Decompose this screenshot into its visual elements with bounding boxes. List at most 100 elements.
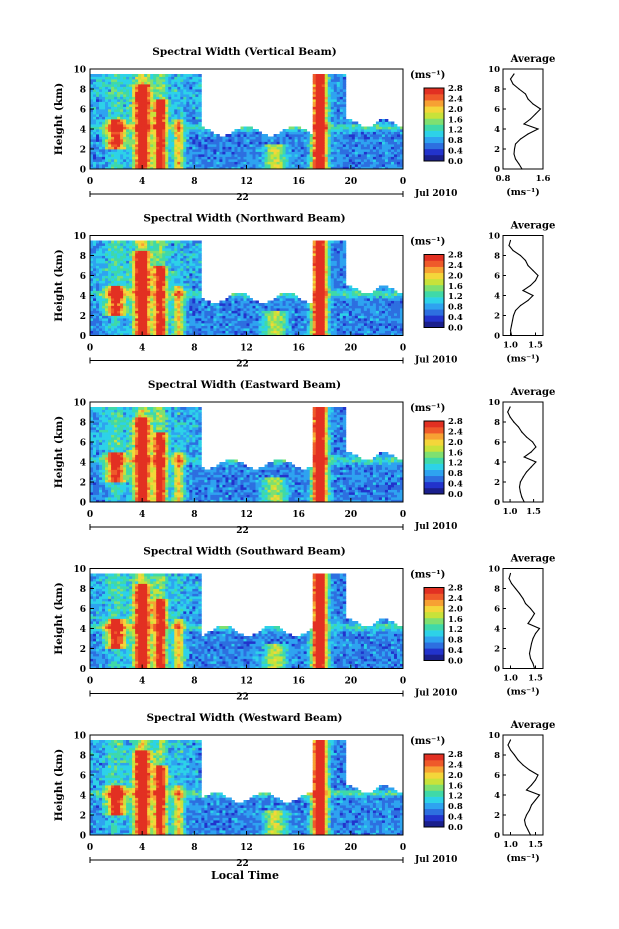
heatmap-cell [144,79,148,82]
heatmap-cell [378,134,383,137]
heatmap-cell [108,109,112,112]
heatmap-cell [216,146,220,150]
heatmap-cell [300,310,305,314]
heatmap-cell [327,101,332,105]
heatmap-cell [153,250,157,254]
heatmap-cell [246,129,250,132]
heatmap-cell [108,106,112,110]
heatmap-cell [312,323,317,326]
heatmap-cell [312,141,317,145]
heatmap-cell [186,129,190,132]
heatmap-cell [252,139,256,142]
heatmap-cell [279,146,284,150]
heatmap-cell [339,106,344,110]
heatmap-cell [96,74,100,77]
heatmap-cell [210,166,214,170]
heatmap-cell [168,325,172,329]
heatmap-cell [180,121,184,125]
heatmap-cell [180,119,184,122]
heatmap-cell [276,149,281,152]
heatmap-cell [393,154,398,157]
heatmap-cell [90,99,94,102]
heatmap-cell [156,243,160,246]
heatmap-cell [339,166,344,170]
heatmap-cell [174,104,178,107]
heatmap-cell [171,318,175,321]
heatmap-cell [177,243,181,246]
heatmap-cell [237,300,241,304]
heatmap-cell [288,333,293,336]
heatmap-cell [120,134,124,137]
heatmap-cell [162,280,166,284]
heatmap-cell [342,94,347,97]
heatmap-cell [132,159,136,162]
heatmap-cell [231,156,235,160]
heatmap-cell [147,149,151,152]
heatmap-cell [174,144,178,147]
heatmap-cell [240,129,244,132]
heatmap-cell [192,325,196,329]
heatmap-cell [363,136,368,140]
heatmap-cell [123,84,127,87]
heatmap-cell [240,325,244,329]
heatmap-cell [105,149,109,152]
heatmap-cell [330,74,335,77]
heatmap-cell [192,298,196,301]
heatmap-cell [213,328,217,331]
heatmap-cell [111,111,115,115]
heatmap-cell [228,159,232,162]
heatmap-cell [150,74,154,77]
heatmap-cell [348,146,353,150]
heatmap-cell [270,149,274,152]
heatmap-cell [234,325,238,329]
heatmap-cell [90,146,94,150]
heatmap-cell [96,106,100,110]
heatmap-cell [180,94,184,97]
heatmap-cell [336,119,341,122]
heatmap-cell [90,333,94,336]
heatmap-cell [279,295,284,299]
heatmap-cell [306,144,311,147]
heatmap-cell [219,323,223,326]
heatmap-cell [336,86,341,90]
heatmap-cell [102,76,106,80]
heatmap-cell [228,315,232,319]
heatmap-cell [138,159,142,162]
heatmap-cell [162,318,166,321]
heatmap-cell [186,144,190,147]
heatmap-cell [105,89,109,92]
heatmap-cell [183,270,187,274]
heatmap-cell [120,146,124,150]
heatmap-cell [219,149,223,152]
heatmap-cell [318,86,323,90]
heatmap-cell [336,116,341,120]
heatmap-cell [159,333,163,336]
heatmap-cell [192,275,196,279]
heatmap-cell [186,270,190,274]
heatmap-cell [126,131,130,135]
heatmap-cell [321,253,326,256]
heatmap-cell [399,144,404,147]
heatmap-cell [111,270,115,274]
heatmap-cell [153,151,157,155]
heatmap-cell [195,328,199,331]
heatmap-cell [108,159,112,162]
heatmap-cell [126,323,130,326]
heatmap-cell [246,318,250,321]
heatmap-cell [168,141,172,145]
heatmap-cell [321,121,326,125]
heatmap-cell [228,328,232,331]
heatmap-cell [237,303,241,306]
heatmap-cell [171,298,175,301]
heatmap-cell [108,290,112,294]
heatmap-cell [243,141,247,145]
heatmap-cell [219,159,223,162]
heatmap-cell [99,283,103,286]
heatmap-cell [117,81,121,85]
heatmap-cell [303,146,308,150]
heatmap-cell [195,141,199,145]
colorbar-swatch [424,136,444,144]
heatmap-cell [129,298,133,301]
heatmap-cell [315,86,320,90]
heatmap-cell [222,149,226,152]
